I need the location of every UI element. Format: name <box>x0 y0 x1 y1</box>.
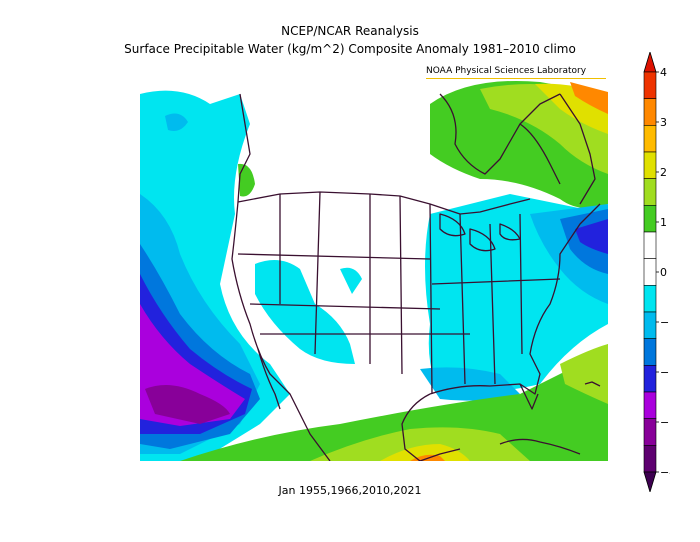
colorbar-swatch <box>643 285 657 313</box>
map-outlines <box>231 93 601 461</box>
colorbar-swatch <box>643 311 657 339</box>
colorbar-swatch <box>643 98 657 126</box>
colorbar-ticks: 4 3 2 1 0 −1 −2 −3 −4 <box>656 66 670 479</box>
colorbar-swatch <box>643 258 657 286</box>
colorbar-tick-label: 1 <box>660 216 667 229</box>
anomaly-pacific-nw-green <box>238 163 255 197</box>
anomaly-plains-cyan <box>340 267 362 294</box>
colorbar-tick-label: −3 <box>660 416 670 429</box>
colorbar-swatch <box>643 151 657 179</box>
anomaly-small-blue <box>165 113 188 131</box>
colorbar-tick-label: 2 <box>660 166 667 179</box>
colorbar-swatch <box>643 418 657 446</box>
colorbar-top-arrow <box>643 52 657 73</box>
colorbar-swatch <box>643 445 657 473</box>
colorbar-bottom-arrow <box>643 471 657 492</box>
colorbar-tick-label: 3 <box>660 116 667 129</box>
colorbar-tick-label: 0 <box>660 266 667 279</box>
colorbar-swatch <box>643 231 657 259</box>
colorbar-tick-label: −2 <box>660 366 670 379</box>
anomaly-caribbean-green <box>560 344 608 404</box>
colorbar-tick-label: 4 <box>660 66 667 79</box>
anomaly-northeast-orange <box>570 82 608 114</box>
composite-label: Jan 1955,1966,2010,2021 <box>278 484 422 497</box>
colorbar-swatch <box>643 365 657 393</box>
anomaly-atlantic-violet <box>575 219 608 254</box>
colorbar-tick-label: −1 <box>660 316 670 329</box>
colorbar-swatch <box>643 205 657 233</box>
title-line-2: Surface Precipitable Water (kg/m^2) Comp… <box>124 42 576 56</box>
title-line-1: NCEP/NCAR Reanalysis <box>281 24 419 38</box>
anomaly-map <box>140 80 608 461</box>
anomaly-south-yellowgreen <box>310 427 530 461</box>
colorbar-swatch <box>643 178 657 206</box>
colorbar: 4 3 2 1 0 −1 −2 −3 −4 <box>643 52 670 492</box>
anomaly-pacific-purple <box>145 385 230 424</box>
colorbar-tick-label: −4 <box>660 466 670 479</box>
colorbar-swatches <box>643 52 657 492</box>
colorbar-swatch <box>643 71 657 99</box>
anomaly-south-yellow <box>380 444 470 461</box>
anomaly-southwest-cyan <box>255 260 355 364</box>
colorbar-swatch <box>643 391 657 419</box>
credit-underline <box>426 78 606 79</box>
credit-label: NOAA Physical Sciences Laboratory <box>426 66 587 76</box>
anomaly-south-green <box>180 344 608 461</box>
colorbar-swatch <box>643 125 657 153</box>
colorbar-swatch <box>643 338 657 366</box>
